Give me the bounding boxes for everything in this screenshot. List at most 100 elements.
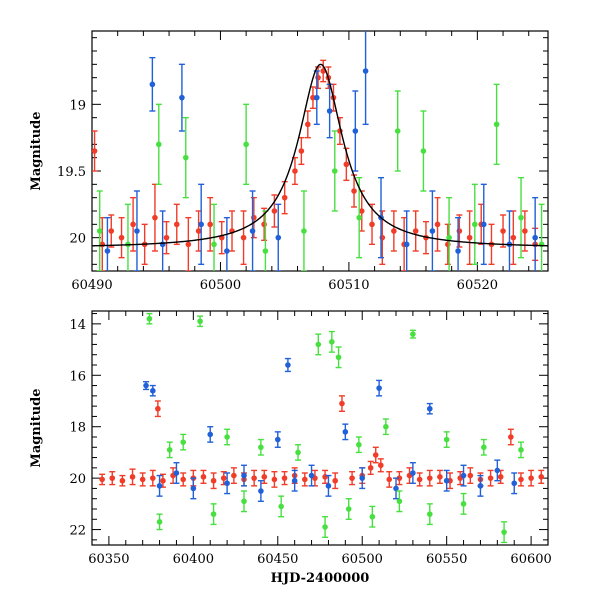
data-point (156, 519, 163, 525)
data-point (362, 68, 369, 74)
x-tick-label: 60520 (457, 278, 498, 293)
data-point (369, 221, 375, 228)
data-point (500, 228, 506, 234)
data-point (437, 474, 443, 480)
data-point (119, 477, 126, 484)
y-axis: 14 16 18 20 22 (69, 313, 548, 541)
data-point (108, 228, 115, 234)
data-point (467, 472, 474, 479)
data-point (156, 483, 163, 489)
data-point (342, 429, 349, 435)
data-point (261, 474, 268, 480)
data-point (394, 128, 401, 134)
data-point (383, 423, 389, 430)
data-point (146, 315, 153, 322)
data-point (258, 444, 264, 451)
data-point (241, 498, 247, 505)
data-point (396, 475, 403, 481)
data-point (369, 513, 376, 520)
data-point (332, 477, 339, 484)
x-tick-label: 60510 (328, 278, 369, 293)
x-tick-label: 60400 (173, 552, 214, 567)
data-point (118, 234, 125, 241)
x-tick-label: 60500 (200, 278, 241, 293)
y-tick-label: 19.5 (57, 165, 86, 180)
data-point (281, 475, 288, 481)
data-point (325, 483, 332, 489)
series-2 (96, 83, 545, 271)
data-point (291, 477, 298, 484)
data-point (243, 141, 249, 148)
data-point (240, 234, 247, 241)
data-point (292, 168, 298, 174)
data-point (429, 228, 436, 234)
data-point (173, 470, 180, 476)
data-point (198, 221, 204, 228)
data-point (155, 405, 161, 412)
data-point (271, 208, 278, 214)
data-point (501, 529, 507, 535)
data-point (443, 436, 450, 443)
y-tick-label: 20 (69, 472, 86, 487)
x-tick-label: 60600 (510, 552, 551, 567)
data-point (367, 465, 374, 471)
data-point (104, 248, 111, 254)
data-point (481, 444, 487, 451)
data-point (92, 148, 98, 154)
data-point (522, 228, 528, 234)
series-1 (104, 31, 539, 271)
data-point (396, 498, 403, 505)
data-point (190, 485, 197, 492)
y-tick-label: 16 (69, 369, 86, 384)
series-2 (146, 312, 524, 544)
series-0 (99, 395, 545, 490)
data-point (143, 382, 149, 389)
x-tick-label: 60500 (342, 552, 383, 567)
data-point (345, 506, 352, 512)
data-point (326, 108, 333, 114)
data-point (262, 248, 269, 254)
data-point (493, 121, 500, 128)
data-point (220, 475, 227, 481)
data-point (460, 472, 467, 479)
data-point (376, 385, 382, 391)
x-axis: 60350 60400 60450 60500 60550 60600 (88, 311, 552, 567)
data-point (241, 472, 247, 479)
data-point (434, 221, 441, 228)
data-point (139, 476, 146, 483)
data-point (416, 476, 423, 483)
data-point (518, 214, 524, 221)
x-axis: 60490 60500 60510 60520 (71, 31, 530, 293)
data-point (274, 436, 281, 443)
bottom-panel: 60350 60400 60450 60500 60550 60600 14 16 18 20 22… (29, 310, 552, 586)
data-layer (92, 31, 548, 271)
data-point (518, 476, 524, 483)
y-tick-label: 18 (69, 421, 86, 436)
data-point (378, 462, 384, 469)
data-point (497, 474, 504, 480)
data-point (150, 475, 156, 481)
data-point (420, 148, 427, 154)
data-point (494, 467, 501, 474)
data-point (426, 475, 433, 481)
data-point (455, 248, 461, 254)
data-point (511, 480, 518, 487)
data-point (508, 434, 514, 440)
data-point (487, 475, 494, 481)
y-axis-title: Magnitude (29, 111, 44, 190)
data-point (271, 476, 278, 483)
data-point (410, 470, 416, 476)
data-point (532, 234, 538, 241)
y-tick-label: 19 (69, 98, 86, 113)
data-point (96, 228, 103, 234)
data-point (166, 447, 173, 453)
data-point (426, 405, 433, 412)
y-axis: 19 19.5 20 (57, 37, 548, 265)
data-point (134, 228, 140, 234)
data-point (211, 241, 217, 248)
data-point (335, 354, 342, 361)
data-point (356, 441, 362, 448)
data-point (109, 475, 116, 481)
plot-frame (91, 310, 549, 546)
